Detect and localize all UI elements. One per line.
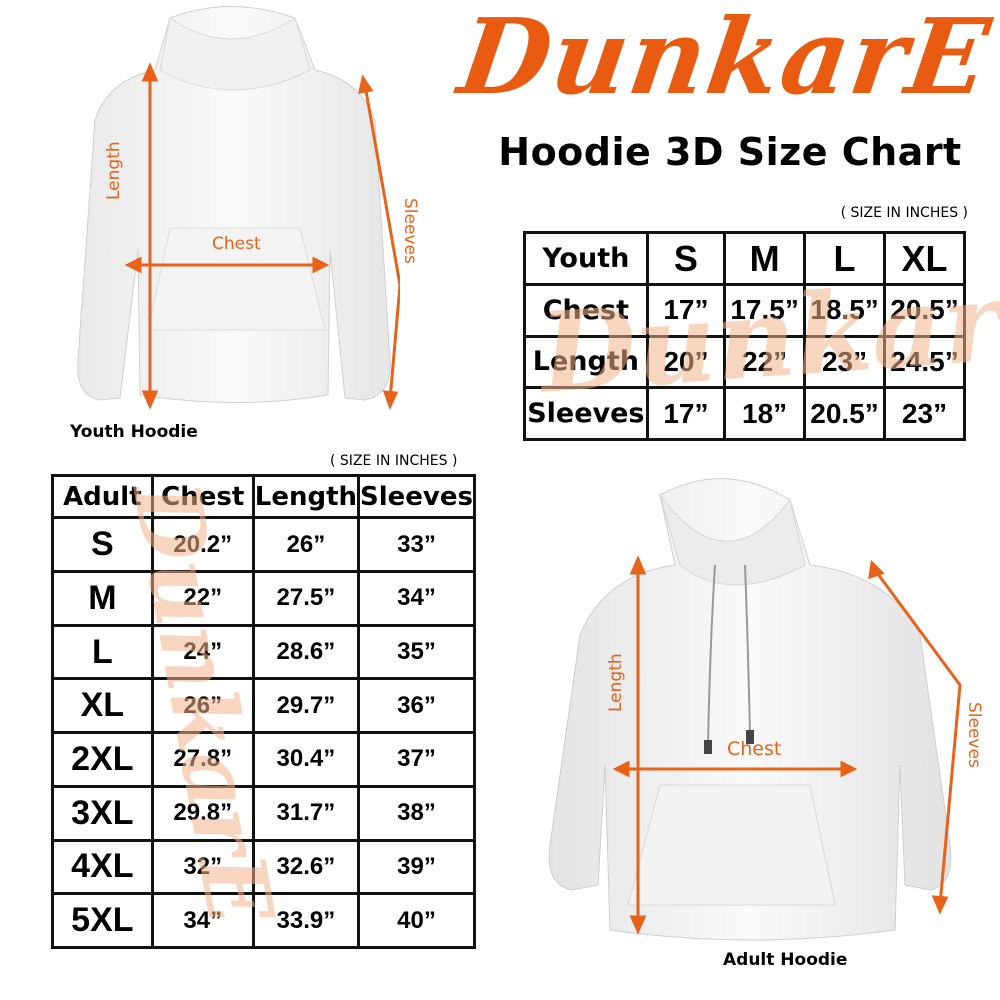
size-label: XL [51,677,154,735]
cell: 22” [723,334,807,390]
header-cell: Length [251,473,361,520]
size-label: L [51,623,154,681]
cell: 40” [357,892,476,949]
cell: 32” [150,838,255,896]
size-label: 2XL [51,731,154,788]
cell: 27.5” [251,569,361,627]
cell: 33” [357,516,476,573]
adult-unit-note: ( SIZE IN INCHES ) [330,453,458,469]
cell: 20.2” [150,516,255,573]
cell: 34” [357,569,476,627]
cell: 20.5” [883,283,966,338]
cell: 17” [645,283,727,338]
cell: 18” [723,386,807,441]
header-cell: L [803,231,887,286]
header-cell: Sleeves [357,473,476,520]
cell: 38” [357,784,476,842]
cell: 23” [883,386,966,441]
cell: 26” [251,516,361,573]
table-row: 4XL 32” 32.6” 39” [51,838,476,896]
cell: 27.8” [150,731,255,788]
cell: 24” [150,623,255,681]
youth-hoodie-caption: Youth Hoodie [70,422,198,442]
adult-hoodie-caption: Adult Hoodie [723,950,848,970]
youth-chest-label: Chest [212,234,261,254]
cell: 20.5” [803,386,887,441]
table-row: 5XL 34” 33.9” 40” [51,892,476,949]
size-label: S [51,516,154,573]
cell: 36” [357,677,476,735]
cell: 17.5” [723,283,807,338]
row-label: Length [523,334,649,390]
size-label: M [51,569,154,627]
size-label: 3XL [51,784,154,842]
cell: 35” [357,623,476,681]
cell: 20” [645,334,727,390]
header-cell: S [645,231,727,286]
cell: 37” [357,731,476,788]
adult-chest-label: Chest [727,738,782,760]
table-row: Sleeves 17” 18” 20.5” 23” [523,386,966,441]
table-row: L 24” 28.6” 35” [51,623,476,681]
adult-sleeves-label: Sleeves [964,702,984,768]
adult-hoodie-image [548,478,962,941]
cell: 18.5” [803,283,887,338]
table-header-row: Adult Chest Length Sleeves [51,473,476,520]
youth-length-label: Length [104,141,124,200]
cell: 33.9” [251,892,361,949]
cell: 32.6” [251,838,361,896]
row-label: Sleeves [523,386,649,441]
table-row: M 22” 27.5” 34” [51,569,476,627]
cell: 30.4” [251,731,361,788]
brand-logo: DunkarE [451,0,999,118]
adult-measure-arrows [612,555,962,935]
cell: 34” [150,892,255,949]
cell: 17” [645,386,727,441]
header-cell: XL [883,231,966,286]
header-cell: Chest [150,473,255,520]
table-row: 2XL 27.8” 30.4” 37” [51,731,476,788]
size-label: 4XL [51,838,154,896]
table-row: S 20.2” 26” 33” [51,516,476,573]
table-row: Chest 17” 17.5” 18.5” 20.5” [523,283,966,338]
table-row: 3XL 29.8” 31.7” 38” [51,784,476,842]
cell: 22” [150,569,255,627]
adult-size-table: Adult Chest Length Sleeves S 20.2” 26” 33” … [51,473,476,949]
youth-sleeves-label: Sleeves [400,198,420,264]
table-row: Length 20” 22” 23” 24.5” [523,334,966,390]
row-label: Chest [523,283,649,338]
cell: 31.7” [251,784,361,842]
cell: 24.5” [883,334,966,390]
youth-size-table: Youth S M L XL Chest 17” 17.5” 18.5” 20.… [523,231,966,441]
youth-measure-arrows [124,62,400,410]
youth-hoodie-image [77,6,400,410]
cell: 29.8” [150,784,255,842]
cell: 26” [150,677,255,735]
youth-unit-note: ( SIZE IN INCHES ) [840,205,968,221]
header-cell: M [723,231,807,286]
size-label: 5XL [51,892,154,949]
page-title: Hoodie 3D Size Chart [498,130,962,174]
cell: 39” [357,838,476,896]
header-cell: Youth [523,231,649,286]
cell: 23” [803,334,887,390]
adult-length-label: Length [606,653,626,712]
header-cell: Adult [51,473,154,520]
cell: 29.7” [251,677,361,735]
table-header-row: Youth S M L XL [523,231,966,286]
table-row: XL 26” 29.7” 36” [51,677,476,735]
cell: 28.6” [251,623,361,681]
